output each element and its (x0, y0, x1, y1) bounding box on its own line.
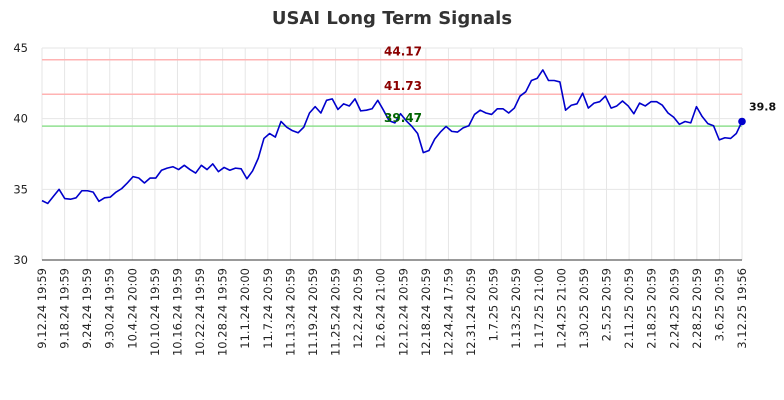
x-tick-label: 2.28.25 20:59 (690, 268, 704, 349)
x-tick-label: 9.12.24 19:59 (35, 268, 49, 349)
x-tick-label: 10.10.24 19:59 (148, 268, 162, 356)
x-tick-label: 11.19.24 20:59 (306, 268, 320, 356)
x-tick-label: 3.12.25 19:56 (735, 268, 749, 349)
signal-level-label: 39.47 (384, 111, 422, 125)
x-tick-label: 2.18.25 20:59 (645, 268, 659, 349)
x-tick-label: 12.24.24 17:59 (441, 268, 455, 356)
x-tick-label: 12.31.24 20:59 (464, 268, 478, 356)
x-tick-label: 10.16.24 19:59 (170, 268, 184, 356)
y-tick-label: 45 (13, 41, 28, 55)
x-tick-label: 12.12.24 20:59 (396, 268, 410, 356)
y-tick-label: 35 (13, 182, 28, 196)
x-tick-label: 2.11.25 20:59 (622, 268, 636, 349)
x-tick-label: 11.7.24 20:59 (261, 268, 275, 349)
chart-title: USAI Long Term Signals (271, 8, 513, 29)
y-tick-label: 30 (13, 253, 28, 267)
y-tick-label: 40 (13, 112, 28, 126)
plot-background (42, 48, 742, 260)
x-tick-label: 10.22.24 19:59 (193, 268, 207, 356)
x-tick-label: 11.25.24 20:59 (329, 268, 343, 356)
x-tick-label: 1.30.25 20:59 (577, 268, 591, 349)
signal-level-label: 44.17 (384, 45, 422, 59)
x-tick-label: 9.18.24 19:59 (58, 268, 72, 349)
last-point-marker (738, 117, 746, 126)
x-tick-label: 9.30.24 19:59 (103, 268, 117, 349)
x-tick-label: 12.18.24 20:59 (419, 268, 433, 356)
x-tick-label: 2.5.25 20:59 (600, 268, 614, 341)
series-layer (41, 69, 746, 205)
grid-layer (41, 47, 743, 261)
x-tick-label: 1.24.25 21:00 (554, 268, 568, 349)
x-tick-label: 3.6.25 20:59 (712, 268, 726, 341)
x-tick-label: 11.13.24 20:59 (283, 268, 297, 356)
x-tick-label: 1.7.25 20:59 (487, 268, 501, 341)
labels-layer: 30 35 40 45 9.12.24 19:59 9.18.24 19:59 9.24.2… (13, 41, 776, 356)
level-lines (42, 58, 742, 127)
x-tick-label: 10.28.24 19:59 (216, 268, 230, 356)
x-tick-label: 10.4.24 20:00 (125, 268, 139, 349)
x-tick-label: 12.2.24 20:59 (351, 268, 365, 349)
x-tick-label: 12.6.24 21:00 (374, 268, 388, 349)
last-value-label: 39.8 (749, 100, 776, 113)
x-tick-label: 1.17.25 21:00 (532, 268, 546, 349)
signal-level-label: 41.73 (384, 79, 422, 93)
x-tick-label: 9.24.24 19:59 (80, 268, 94, 349)
price-line (41, 69, 743, 205)
x-tick-label: 11.1.24 20:00 (238, 268, 252, 349)
x-tick-label: 1.13.25 20:59 (509, 268, 523, 349)
x-tick-label: 2.24.25 20:59 (667, 268, 681, 349)
